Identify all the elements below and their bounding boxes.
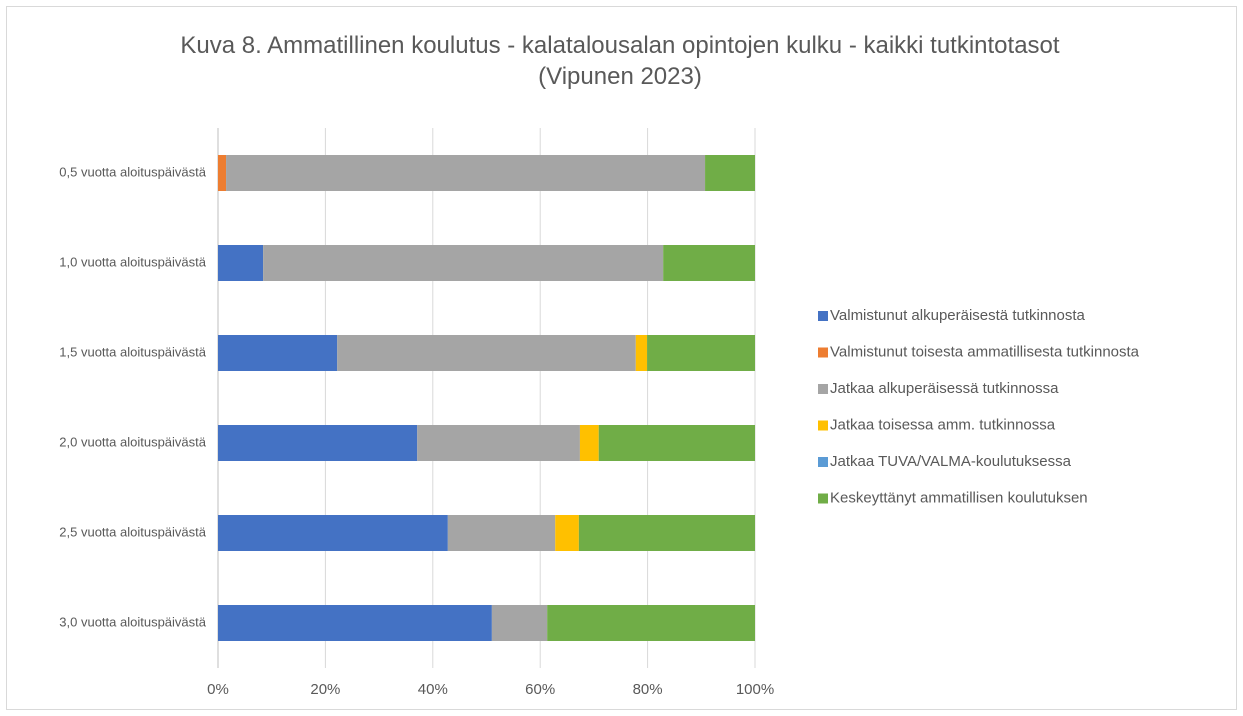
bar-segment: [226, 155, 706, 191]
x-tick-label: 100%: [736, 681, 774, 698]
x-tick-label: 60%: [525, 681, 555, 698]
bar-segment: [635, 335, 648, 371]
x-tick-label: 80%: [633, 681, 663, 698]
bar-segment: [578, 515, 755, 551]
bar-segment: [218, 335, 338, 371]
bar-segment: [555, 515, 579, 551]
legend-label: Jatkaa TUVA/VALMA-koulutuksessa: [830, 453, 1072, 470]
bar-segment: [417, 425, 580, 461]
y-tick-label: 2,0 vuotta aloituspäivästä: [59, 434, 206, 449]
bar-segment: [447, 515, 556, 551]
legend-label: Valmistunut alkuperäisestä tutkinnosta: [830, 307, 1086, 324]
chart-title: Kuva 8. Ammatillinen koulutus - kalatalo…: [180, 32, 1060, 90]
y-tick-label: 0,5 vuotta aloituspäivästä: [59, 164, 206, 179]
bar-segment: [218, 515, 448, 551]
bar-segment: [263, 245, 664, 281]
legend-swatch: [818, 420, 828, 431]
bar-segment: [218, 605, 492, 641]
y-tick-label: 2,5 vuotta aloituspäivästä: [59, 524, 206, 539]
y-tick-label: 1,5 vuotta aloituspäivästä: [59, 344, 206, 359]
bar-segment: [218, 245, 264, 281]
legend-swatch: [818, 384, 828, 394]
bar-segment: [705, 155, 755, 191]
bar-segment: [218, 155, 227, 191]
x-tick-label: 20%: [310, 681, 340, 698]
x-tick-label: 0%: [207, 681, 229, 698]
x-tick-label: 40%: [418, 681, 448, 698]
bar-segment: [491, 605, 548, 641]
legend-label: Valmistunut toisesta ammatillisesta tutk…: [830, 343, 1140, 360]
legend-label: Keskeyttänyt ammatillisen koulutuksen: [830, 489, 1088, 506]
bar-segment: [218, 425, 418, 461]
legend-label: Jatkaa toisessa amm. tutkinnossa: [830, 416, 1056, 433]
bar-segment: [598, 425, 755, 461]
legend-swatch: [818, 311, 828, 321]
bar-segment: [337, 335, 636, 371]
bar-segment: [547, 605, 755, 641]
legend-swatch: [818, 347, 828, 358]
bar-segment: [579, 425, 599, 461]
legend-swatch: [818, 457, 828, 467]
bar-segment: [647, 335, 755, 371]
y-tick-label: 3,0 vuotta aloituspäivästä: [59, 614, 206, 629]
bar-segment: [663, 245, 755, 281]
legend-swatch: [818, 493, 828, 504]
legend-label: Jatkaa alkuperäisessä tutkinnossa: [830, 380, 1059, 397]
y-tick-label: 1,0 vuotta aloituspäivästä: [59, 254, 206, 269]
